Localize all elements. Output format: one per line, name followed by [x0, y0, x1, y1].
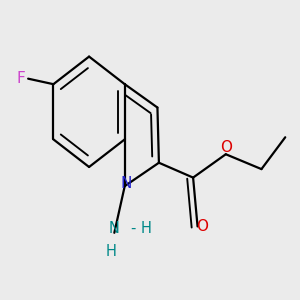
Text: F: F [16, 71, 25, 86]
Text: N: N [121, 176, 132, 191]
Text: N: N [109, 221, 120, 236]
Text: H: H [106, 244, 117, 260]
Text: - H: - H [130, 221, 152, 236]
Text: O: O [220, 140, 232, 155]
Text: O: O [196, 219, 208, 234]
